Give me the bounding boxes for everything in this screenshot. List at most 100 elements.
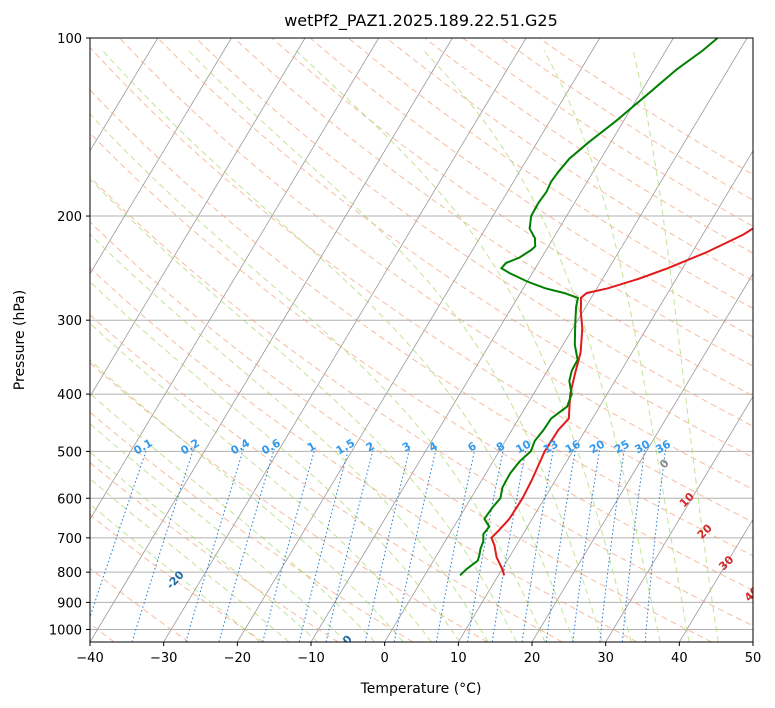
moist-adiabat-line <box>90 451 319 642</box>
dry-adiabat-line <box>195 38 753 427</box>
dry-adiabat-line <box>90 567 190 642</box>
mixing-ratio-line <box>364 448 410 642</box>
x-axis-ticks: −40 −30 −20 −10 0 10 20 30 40 50 <box>76 642 761 666</box>
isotherm-line <box>90 38 232 275</box>
moist-adiabat-line <box>90 233 489 642</box>
mixing-ratio-label: 2 <box>364 439 377 454</box>
dewpoint-line <box>459 38 719 577</box>
moist-adiabat-label: 40 <box>742 584 762 604</box>
dry-adiabat-line <box>90 221 712 642</box>
dry-adiabat-label: -20 <box>164 568 187 592</box>
moist-adiabat-line <box>423 50 661 642</box>
y-tick-label: 900 <box>57 596 82 611</box>
dry-adiabat-line <box>90 267 638 642</box>
chart-title: wetPf2_PAZ1.2025.189.22.51.G25 <box>284 11 558 31</box>
moist-adiabat-line <box>90 281 461 642</box>
y-axis-ticks: 100 200 300 400 500 600 700 800 900 1000 <box>49 32 90 638</box>
moist-adiabat-line <box>90 392 376 642</box>
dry-adiabat-line <box>90 462 339 642</box>
y-tick-label: 1000 <box>49 623 82 638</box>
moist-adiabat-label: 30 <box>716 553 736 573</box>
isotherm-line <box>236 38 601 642</box>
y-tick-label: 700 <box>57 532 82 547</box>
dry-adiabat-line <box>309 38 753 338</box>
y-tick-label: 300 <box>57 314 82 329</box>
y-tick-label: 800 <box>57 566 82 581</box>
mixing-ratio-label: 16 <box>563 437 583 456</box>
x-tick-label: 0 <box>381 651 389 666</box>
moist-adiabat-line <box>102 50 575 642</box>
mixing-ratio-line <box>185 448 244 642</box>
dry-adiabat-line <box>347 38 753 309</box>
moist-adiabat-line <box>632 50 719 642</box>
dry-adiabat-label: -30 <box>15 504 38 528</box>
mixing-ratio-label: 1 <box>305 439 318 454</box>
dry-adiabat-line <box>90 314 563 642</box>
annotation-labels: 0.10.20.40.611.52346810131620253036-100-… <box>15 436 762 656</box>
mixing-ratio-label: 30 <box>633 437 653 456</box>
moist-adiabat-line <box>90 503 261 642</box>
mixing-ratio-line <box>621 448 646 642</box>
moist-adiabat-line <box>90 359 404 642</box>
mixing-ratio-line <box>521 448 554 642</box>
x-tick-label: −40 <box>76 651 103 666</box>
series-group <box>459 38 753 577</box>
dry-adiabat-line <box>157 38 753 459</box>
mixing-ratio-line <box>467 448 504 642</box>
temperature-line <box>490 227 753 576</box>
isotherm-line <box>752 641 753 642</box>
mixing-ratio-line <box>131 448 195 642</box>
mixing-ratio-label: 10 <box>513 437 533 456</box>
moist-adiabat-line <box>187 50 603 642</box>
y-tick-label: 400 <box>57 388 82 403</box>
dry-adiabat-line <box>90 362 488 642</box>
background-lines <box>0 38 753 642</box>
x-tick-label: −20 <box>224 651 251 666</box>
mixing-ratio-line <box>90 448 148 619</box>
mixing-ratio-label: 0.1 <box>132 436 155 457</box>
moist-adiabat-line <box>90 322 432 642</box>
x-tick-label: −30 <box>150 651 177 666</box>
dry-adiabat-line <box>90 46 753 523</box>
y-tick-label: 100 <box>57 32 82 47</box>
mixing-ratio-line <box>218 448 275 642</box>
dry-adiabat-line <box>119 38 753 490</box>
isotherm-line <box>384 38 748 642</box>
mixing-ratio-line <box>599 448 625 642</box>
y-tick-label: 500 <box>57 445 82 460</box>
isotherm-line <box>531 272 753 642</box>
moist-adiabat-line <box>543 50 690 642</box>
moist-adiabat-label: 10 <box>677 490 697 510</box>
mixing-ratio-line <box>393 448 437 642</box>
y-axis-label: Pressure (hPa) <box>12 290 28 390</box>
dry-adiabat-line <box>90 513 264 642</box>
x-tick-label: −10 <box>297 651 324 666</box>
x-tick-label: 50 <box>745 651 762 666</box>
isotherm-line <box>457 150 753 642</box>
mixing-ratio-label: 3 <box>400 439 413 454</box>
mixing-ratio-label: 0.6 <box>259 436 283 457</box>
isotherm-line <box>678 518 753 642</box>
dry-adiabat-line <box>424 38 753 254</box>
x-tick-label: 10 <box>450 651 467 666</box>
y-tick-label: 200 <box>57 210 82 225</box>
mixing-ratio-line <box>491 448 527 642</box>
moist-adiabat-line <box>90 478 290 642</box>
isotherm-line <box>0 38 10 642</box>
y-tick-label: 600 <box>57 492 82 507</box>
x-tick-label: 40 <box>671 651 688 666</box>
mixing-ratio-label: 20 <box>587 437 607 456</box>
dry-adiabat-label: -10 <box>332 632 355 656</box>
moist-adiabat-line <box>90 178 517 642</box>
dry-adiabat-line <box>90 89 753 557</box>
isotherm-line <box>90 38 453 642</box>
dry-adiabat-line <box>90 176 753 627</box>
isotherm-line <box>90 38 306 398</box>
moist-adiabat-line <box>90 423 347 642</box>
mixing-ratio-line <box>298 448 350 642</box>
mixing-ratio-line <box>435 448 476 642</box>
isotherm-line <box>605 395 753 642</box>
mixing-ratio-label: 6 <box>465 439 478 454</box>
isotherm-line <box>90 38 159 152</box>
mixing-ratio-line <box>262 448 316 642</box>
